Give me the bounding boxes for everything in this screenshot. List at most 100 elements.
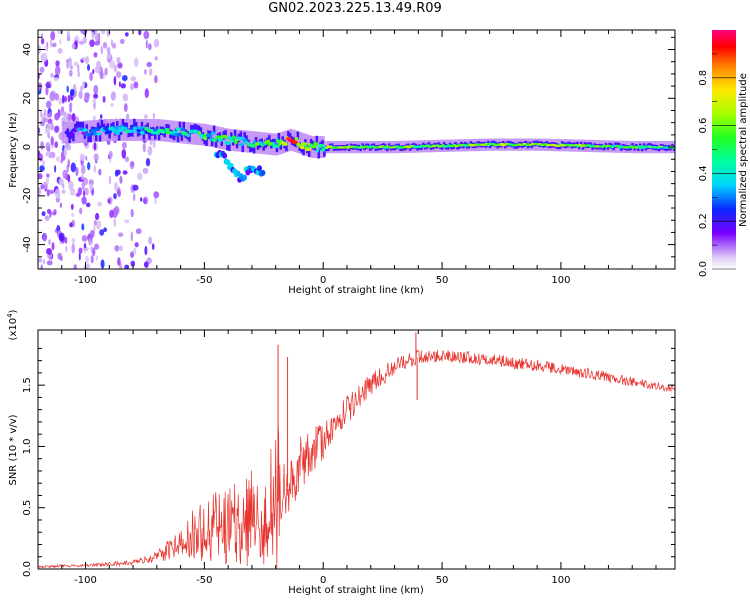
spectrogram-blob: [79, 207, 83, 215]
spectrogram-blob: [130, 161, 134, 167]
spectrogram-blob: [88, 179, 94, 186]
spectrogram-blob: [66, 36, 71, 42]
spectrogram-cell: [144, 126, 149, 131]
spectrogram-blob: [40, 37, 45, 45]
spectrogram-band: [79, 122, 83, 131]
spectrogram-cell: [154, 128, 158, 133]
spectrogram-band: [188, 133, 191, 142]
spectrogram-cell: [249, 144, 257, 148]
spectrogram-cell: [229, 138, 235, 143]
spectrogram-blob: [89, 72, 93, 82]
spectrogram-blob: [80, 30, 86, 35]
spectrogram-blob: [133, 193, 136, 202]
spectrogram-cell: [114, 131, 122, 135]
spectrogram-blob: [73, 61, 79, 67]
spectrogram-blob: [101, 30, 106, 35]
spectrogram-blob: [143, 114, 148, 120]
spectrogram-blob: [124, 219, 130, 224]
spectrogram-cell: [232, 135, 236, 139]
spectrogram-blob: [78, 90, 83, 100]
spectrogram-band: [77, 122, 81, 131]
spectrogram-blob: [69, 106, 73, 113]
spectrogram-blob: [93, 52, 98, 58]
snr-marks: [38, 332, 675, 569]
y-tick-label: 40: [22, 43, 33, 56]
spectrogram-cell: [186, 133, 191, 138]
spectrogram-blob: [38, 127, 41, 135]
spectrogram-blob: [120, 83, 127, 89]
spectrogram-blob: [69, 222, 73, 228]
spectrogram-blob: [55, 197, 61, 203]
spectrogram-blob: [81, 196, 87, 205]
spectrogram-blob: [93, 93, 99, 99]
spectrogram-band: [296, 131, 300, 140]
spectrogram-halo: [193, 122, 196, 145]
snr-frame: [37, 329, 676, 570]
spectrogram-branch-cell: [225, 159, 231, 166]
spectrogram-blob: [82, 190, 86, 197]
colorbar-tick-label: 0.0: [698, 261, 709, 277]
spectrogram-blob: [46, 248, 52, 255]
spectrogram-blob: [67, 57, 73, 67]
spectrogram-blob: [93, 164, 97, 173]
spectrogram-blob: [67, 94, 71, 103]
spectrogram-blob: [119, 38, 125, 45]
spectrogram-blob: [84, 92, 90, 98]
spectrogram-blob: [93, 219, 97, 226]
spectrogram-blob: [113, 64, 118, 73]
spectrogram-blob: [59, 202, 62, 208]
spectrogram-blob: [107, 48, 111, 57]
spectrogram-blob: [110, 39, 114, 47]
spectrogram-cell: [238, 142, 245, 147]
chart-title: GN02.2023.225.13.49.R09: [268, 1, 442, 16]
spectrogram-blob: [124, 32, 129, 37]
spectrogram-halo: [248, 130, 251, 153]
spectrogram-blob: [54, 93, 60, 101]
colorbar: 0.0 0.2 0.4 0.6 0.8 Normalized spectral ampl…: [698, 30, 749, 277]
spectrogram-blob: [71, 212, 74, 217]
spectrogram-cell: [132, 126, 138, 130]
spectrogram-band: [182, 121, 185, 131]
spectrogram-blob: [119, 175, 123, 184]
spectrogram-blob: [38, 173, 43, 180]
spectrogram-blob: [61, 111, 67, 116]
spectrogram-blob: [152, 138, 156, 149]
spectrogram-cell: [220, 134, 228, 139]
spectrogram-band: [287, 131, 290, 140]
spectrogram-blob: [119, 245, 123, 252]
spectrogram-marks: [38, 30, 675, 269]
spectrogram-blob: [116, 169, 121, 175]
spectrogram-blob: [83, 187, 89, 196]
spectrogram-blob: [122, 142, 127, 149]
spectrogram-band: [87, 133, 90, 143]
spectrogram-blob: [132, 184, 139, 191]
spectrogram-blob: [104, 67, 108, 76]
spectrogram-blob: [102, 42, 108, 49]
spectrogram-halo: [78, 121, 82, 143]
spectrogram-cell: [81, 131, 86, 135]
spectrogram-cell: [82, 128, 89, 132]
spectrogram-cell: [282, 142, 288, 146]
spectrogram-blob: [95, 65, 101, 74]
spectrogram-blob: [130, 260, 136, 267]
spectrogram-blob: [90, 246, 93, 252]
spectrogram-blob: [44, 215, 50, 221]
spectrogram-blob: [71, 237, 76, 245]
spectrogram-halo: [212, 125, 216, 148]
spectrogram-blob: [130, 251, 135, 258]
spectrogram-band: [268, 135, 271, 144]
spectrogram-blob: [85, 255, 90, 264]
x-tick-label: -100: [74, 575, 97, 586]
spectrogram-blob: [100, 259, 105, 269]
spectrogram-cell: [64, 130, 69, 135]
spectrogram-blob: [69, 102, 73, 109]
spectrogram-cell: [93, 132, 97, 136]
spectrogram-halo: [76, 121, 79, 144]
spectrogram-blob: [152, 112, 155, 120]
spectrogram-blob: [80, 164, 86, 175]
spectrogram-blob: [108, 150, 113, 159]
spectrogram-blob: [99, 114, 103, 119]
x-tick-label: 50: [436, 275, 449, 286]
spectrogram-band: [277, 132, 281, 142]
spectrogram-band: [76, 121, 79, 130]
